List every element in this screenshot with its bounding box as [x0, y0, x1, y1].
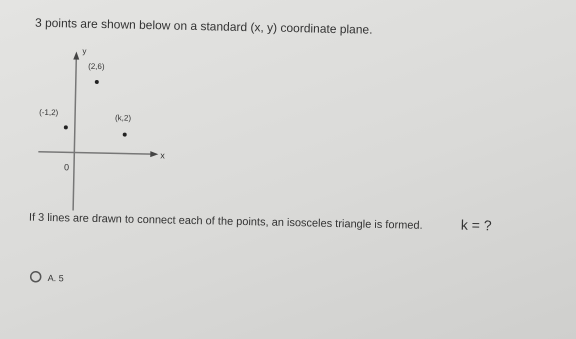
question-text: If 3 lines are drawn to connect each of …	[29, 212, 423, 232]
radio-button[interactable]	[29, 270, 42, 283]
point-label: (-1,2)	[39, 108, 59, 117]
x-axis	[38, 151, 153, 155]
origin-label: 0	[64, 162, 69, 172]
content: 3 points are shown below on a standard (…	[29, 16, 492, 284]
intro: 3 points are shown below on a standard (…	[35, 16, 373, 37]
y-axis	[72, 57, 78, 211]
point	[122, 132, 127, 137]
question-prompt: k = ?	[461, 217, 492, 234]
y-arrow	[73, 51, 80, 60]
option-label[interactable]: A. 5	[48, 273, 64, 283]
point	[63, 125, 68, 130]
point-label: (k,2)	[115, 113, 132, 122]
point-label: (2,6)	[88, 62, 105, 71]
x-axis-label: x	[160, 150, 165, 160]
point	[94, 79, 99, 84]
y-axis-label: y	[82, 47, 86, 56]
x-arrow	[150, 151, 159, 158]
